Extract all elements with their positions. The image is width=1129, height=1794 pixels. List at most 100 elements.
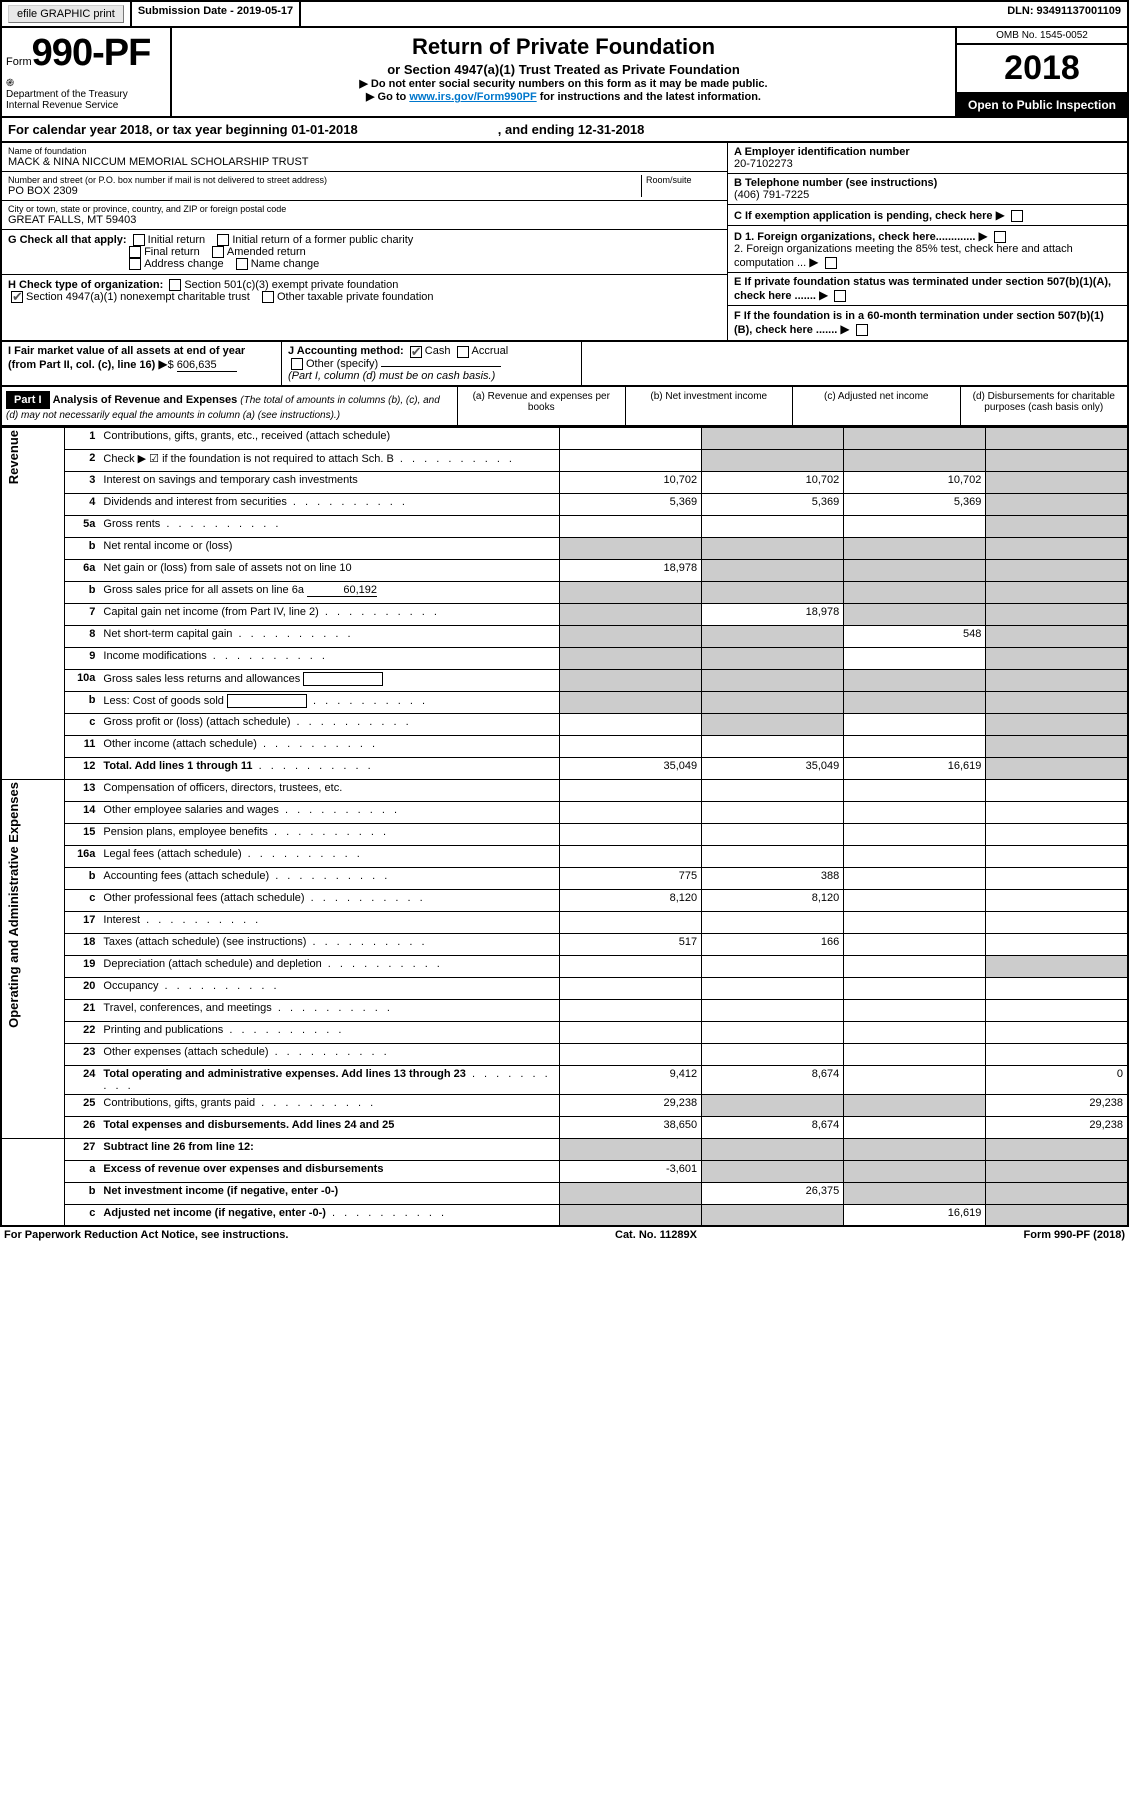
line-number: a: [64, 1160, 99, 1182]
line-desc: Net gain or (loss) from sale of assets n…: [99, 559, 559, 581]
amount-cell: [844, 1043, 986, 1065]
amount-cell: [986, 713, 1128, 735]
amount-cell: [702, 559, 844, 581]
fmv-row: I Fair market value of all assets at end…: [0, 342, 1129, 386]
amount-cell: [702, 801, 844, 823]
dept-label: Department of the Treasury: [6, 89, 128, 100]
line-desc: Printing and publications: [99, 1021, 559, 1043]
line-number: 27: [64, 1138, 99, 1160]
checkbox-507b1a[interactable]: [834, 290, 846, 302]
amount-cell: [986, 801, 1128, 823]
line-desc: Legal fees (attach schedule): [99, 845, 559, 867]
line-number: 9: [64, 647, 99, 669]
checkbox-foreign-org[interactable]: [994, 231, 1006, 243]
amount-cell: 775: [560, 867, 702, 889]
line-number: b: [64, 1182, 99, 1204]
amount-cell: [560, 911, 702, 933]
amount-cell: [560, 735, 702, 757]
line-number: 10a: [64, 669, 99, 691]
amount-cell: [702, 955, 844, 977]
name-label: Name of foundation: [8, 146, 721, 156]
line-desc: Check ▶ ☑ if the foundation is not requi…: [99, 449, 559, 471]
line-desc: Contributions, gifts, grants paid: [99, 1094, 559, 1116]
amount-cell: [986, 559, 1128, 581]
amount-cell: [560, 515, 702, 537]
amount-cell: [560, 1204, 702, 1226]
city-value: GREAT FALLS, MT 59403: [8, 214, 721, 226]
line-number: 21: [64, 999, 99, 1021]
line-number: 24: [64, 1065, 99, 1094]
line-desc: Total expenses and disbursements. Add li…: [99, 1116, 559, 1138]
room-label: Room/suite: [646, 175, 721, 185]
amount-cell: [986, 427, 1128, 449]
checkbox-final-return[interactable]: [129, 246, 141, 258]
checkbox-initial-public[interactable]: [217, 234, 229, 246]
amount-cell: 26,375: [702, 1182, 844, 1204]
checkbox-initial-return[interactable]: [133, 234, 145, 246]
checkbox-other-method[interactable]: [291, 358, 303, 370]
amount-cell: [844, 779, 986, 801]
checkbox-name-change[interactable]: [236, 258, 248, 270]
amount-cell: [702, 1021, 844, 1043]
amount-cell: [986, 889, 1128, 911]
checkbox-amended[interactable]: [212, 246, 224, 258]
amount-cell: -3,601: [560, 1160, 702, 1182]
col-a-header: (a) Revenue and expenses per books: [457, 387, 625, 425]
line-number: b: [64, 581, 99, 603]
ssn-warning: ▶ Do not enter social security numbers o…: [178, 77, 949, 90]
amount-cell: [986, 603, 1128, 625]
amount-cell: [702, 449, 844, 471]
checkbox-4947a1[interactable]: [11, 291, 23, 303]
amount-cell: [986, 1160, 1128, 1182]
line-number: b: [64, 867, 99, 889]
line-number: 20: [64, 977, 99, 999]
footer-right: Form 990-PF (2018): [1024, 1229, 1125, 1241]
amount-cell: [702, 911, 844, 933]
amount-cell: [560, 801, 702, 823]
amount-cell: 35,049: [560, 757, 702, 779]
line-desc: Excess of revenue over expenses and disb…: [99, 1160, 559, 1182]
amount-cell: [702, 625, 844, 647]
checkbox-exemption-pending[interactable]: [1011, 210, 1023, 222]
col-b-header: (b) Net investment income: [625, 387, 793, 425]
part1-title: Analysis of Revenue and Expenses: [53, 394, 238, 406]
amount-cell: 5,369: [560, 493, 702, 515]
amount-cell: [844, 1021, 986, 1043]
efile-print-button[interactable]: efile GRAPHIC print: [8, 5, 124, 23]
amount-cell: [986, 823, 1128, 845]
amount-cell: [560, 603, 702, 625]
checkbox-other-taxable[interactable]: [262, 291, 274, 303]
amount-cell: [560, 713, 702, 735]
form-prefix: Form: [6, 56, 32, 68]
f-label: F If the foundation is in a 60-month ter…: [734, 310, 1104, 336]
amount-cell: 16,619: [844, 1204, 986, 1226]
amount-cell: [986, 1204, 1128, 1226]
amount-cell: 5,369: [844, 493, 986, 515]
d1-label: D 1. Foreign organizations, check here..…: [734, 231, 975, 243]
amount-cell: [986, 581, 1128, 603]
checkbox-accrual[interactable]: [457, 346, 469, 358]
amount-cell: [986, 515, 1128, 537]
amount-cell: [844, 1065, 986, 1094]
line-desc: Adjusted net income (if negative, enter …: [99, 1204, 559, 1226]
dln: DLN: 93491137001109: [1001, 2, 1127, 26]
amount-cell: [844, 977, 986, 999]
line-desc: Gross sales less returns and allowances: [99, 669, 559, 691]
amount-cell: [702, 537, 844, 559]
checkbox-501c3[interactable]: [169, 279, 181, 291]
amount-cell: [844, 845, 986, 867]
amount-cell: [986, 471, 1128, 493]
fmv-value: 606,635: [177, 359, 237, 372]
tel-label: B Telephone number (see instructions): [734, 177, 937, 189]
irs-link[interactable]: www.irs.gov/Form990PF: [409, 91, 536, 103]
amount-cell: [986, 625, 1128, 647]
checkbox-address-change[interactable]: [129, 258, 141, 270]
line-number: 2: [64, 449, 99, 471]
checkbox-cash[interactable]: [410, 346, 422, 358]
col-c-header: (c) Adjusted net income: [792, 387, 960, 425]
checkbox-507b1b[interactable]: [856, 324, 868, 336]
line-number: 19: [64, 955, 99, 977]
line-number: 16a: [64, 845, 99, 867]
checkbox-85pct[interactable]: [825, 257, 837, 269]
line-number: 13: [64, 779, 99, 801]
